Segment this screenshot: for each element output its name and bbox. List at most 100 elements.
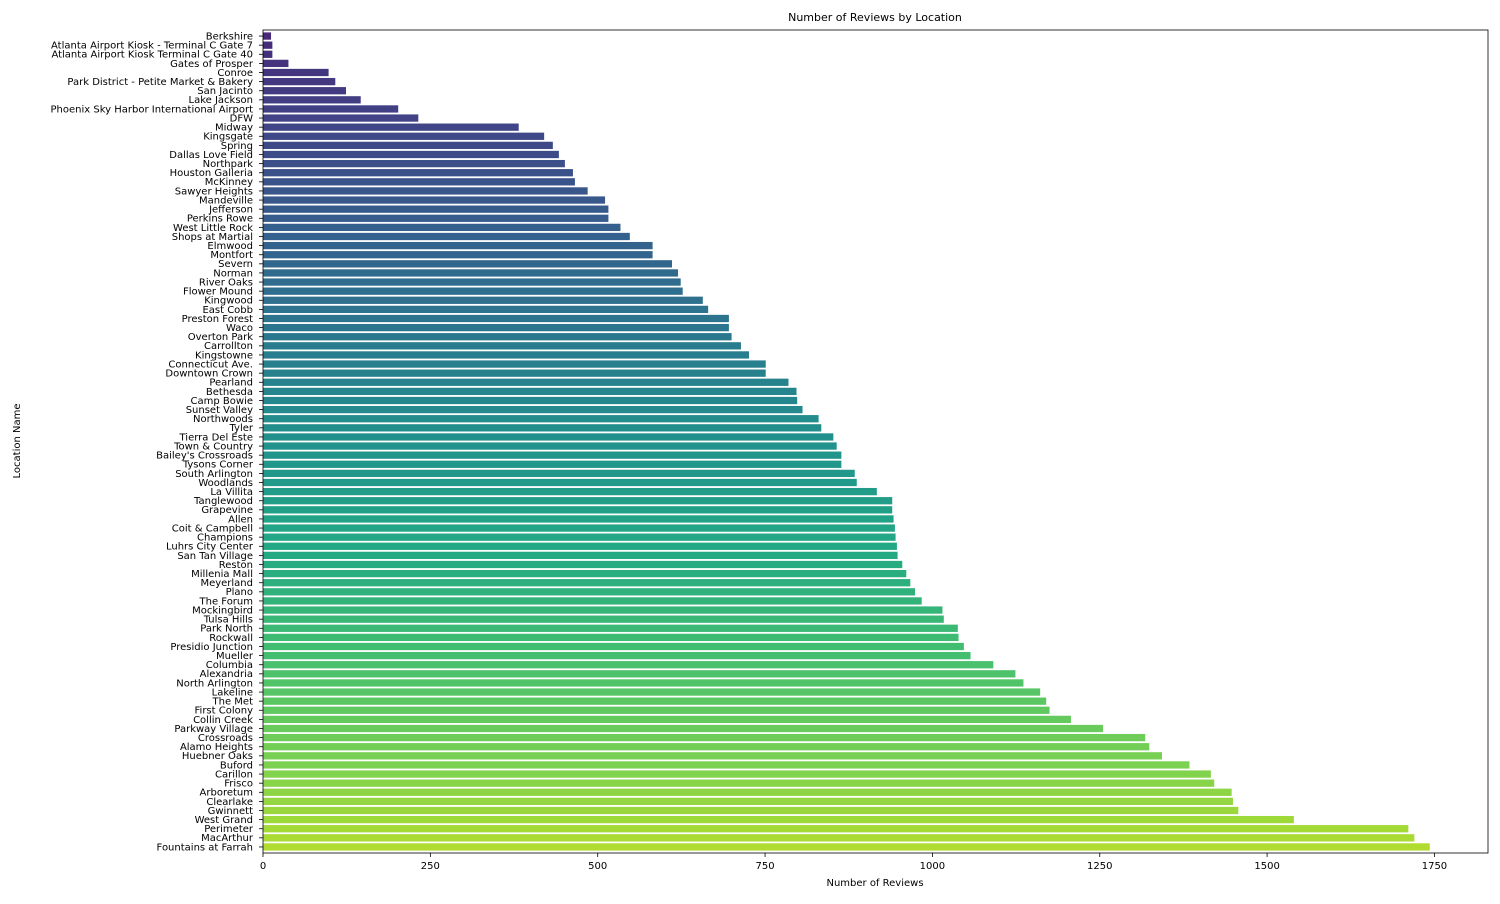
bar [263,123,519,131]
bar [263,50,273,58]
bar [263,41,273,49]
y-tick-label: East Cobb [202,305,253,316]
bar [263,506,893,514]
bar [263,551,898,560]
y-tick-label: Jefferson [208,205,253,216]
y-tick-label: MacArthur [201,833,254,844]
bar [263,323,729,332]
y-tick-label: Woodlands [198,478,253,489]
bar [263,515,894,523]
y-tick-label: Park North [200,624,253,635]
bar [263,287,683,295]
bar [263,369,766,377]
plot-frame [262,29,1489,854]
y-tick-label: Rockwall [209,633,253,644]
bar [263,843,1430,851]
y-axis-label: Location Name [12,404,23,479]
bar [263,205,609,213]
x-axis-label: Number of Reviews [826,878,923,889]
bar [263,32,272,40]
y-tick-label: Perimeter [204,824,254,835]
bar [263,770,1211,778]
y-tick-label: Arboretum [200,788,253,799]
bar [263,670,1016,678]
y-tick-label: The Met [212,697,254,708]
bar [263,296,703,304]
bar [263,278,681,286]
x-tick-label: 1500 [1254,861,1279,872]
bar [263,59,289,68]
y-tick-label: Kingstowne [195,350,253,361]
y-tick-label: Town & Country [173,441,253,452]
bar [263,815,1294,824]
x-tick-label: 1750 [1422,861,1447,872]
y-tick-label: Gwinnett [208,806,253,817]
bar [263,396,798,405]
y-tick-label: Northpark [203,159,254,170]
chart-title: Number of Reviews by Location [788,11,962,24]
bar [263,679,1024,687]
y-tick-label: Millenia Mall [191,569,253,580]
y-tick-label: Clearlake [206,797,253,808]
bar [263,497,893,505]
bar [263,150,559,159]
bar [263,533,896,541]
y-tick-label: Preston Forest [182,314,253,325]
y-tick-label: River Oaks [199,277,253,288]
y-tick-label: Bailey's Crossroads [156,451,253,462]
bar [263,105,399,113]
bar [263,825,1409,833]
y-tick-label: Waco [226,323,253,334]
x-tick-label: 0 [260,861,266,872]
bar [263,232,630,241]
y-tick-label: West Grand [195,815,253,826]
bar [263,178,575,186]
x-tick-label: 1000 [920,861,945,872]
y-tick-label: Presidio Junction [170,642,253,653]
bar [263,724,1104,733]
bar [263,697,1047,705]
y-tick-label: Tierra Del Este [179,432,254,443]
y-tick-label: Atlanta Airport Kiosk - Terminal C Gate … [51,41,253,52]
y-tick-label: Norman [213,268,253,279]
bar [263,333,732,341]
y-tick-label: South Arlington [175,469,253,480]
y-tick-label: Meyerland [200,578,253,589]
y-tick-label: DFW [230,113,253,124]
y-tick-label: Alamo Heights [180,742,253,753]
bar [263,405,803,414]
y-tick-label: Gates of Prosper [170,59,254,70]
y-tick-label: Sawyer Heights [175,186,253,197]
y-tick-label: Northwoods [193,414,253,425]
bar [263,187,588,195]
bar [263,688,1041,696]
y-tick-label: Lakeline [212,687,253,698]
bar [263,524,895,532]
bar [263,743,1150,751]
bar [263,87,347,95]
x-tick-label: 500 [588,861,607,872]
bars-group [263,32,1430,851]
bar [263,469,855,478]
y-tick-label: Collin Creek [193,715,253,726]
bar [263,606,943,614]
bar [263,761,1190,769]
bar [263,269,679,277]
y-tick-label: Plano [226,587,253,598]
bar [263,360,766,368]
bar [263,597,922,605]
y-tick-label: Tulsa Hills [203,615,253,626]
bar [263,196,606,204]
y-tick-label: Parkway Village [174,724,253,735]
y-tick-label: Grapevine [201,505,253,516]
bar [263,241,653,250]
bar [263,624,958,632]
bar [263,159,565,168]
bar [263,460,842,468]
bar [263,351,749,359]
bar [263,214,609,222]
bar [263,661,994,669]
y-tick-label: Dallas Love Field [169,150,253,161]
bar [263,588,915,596]
